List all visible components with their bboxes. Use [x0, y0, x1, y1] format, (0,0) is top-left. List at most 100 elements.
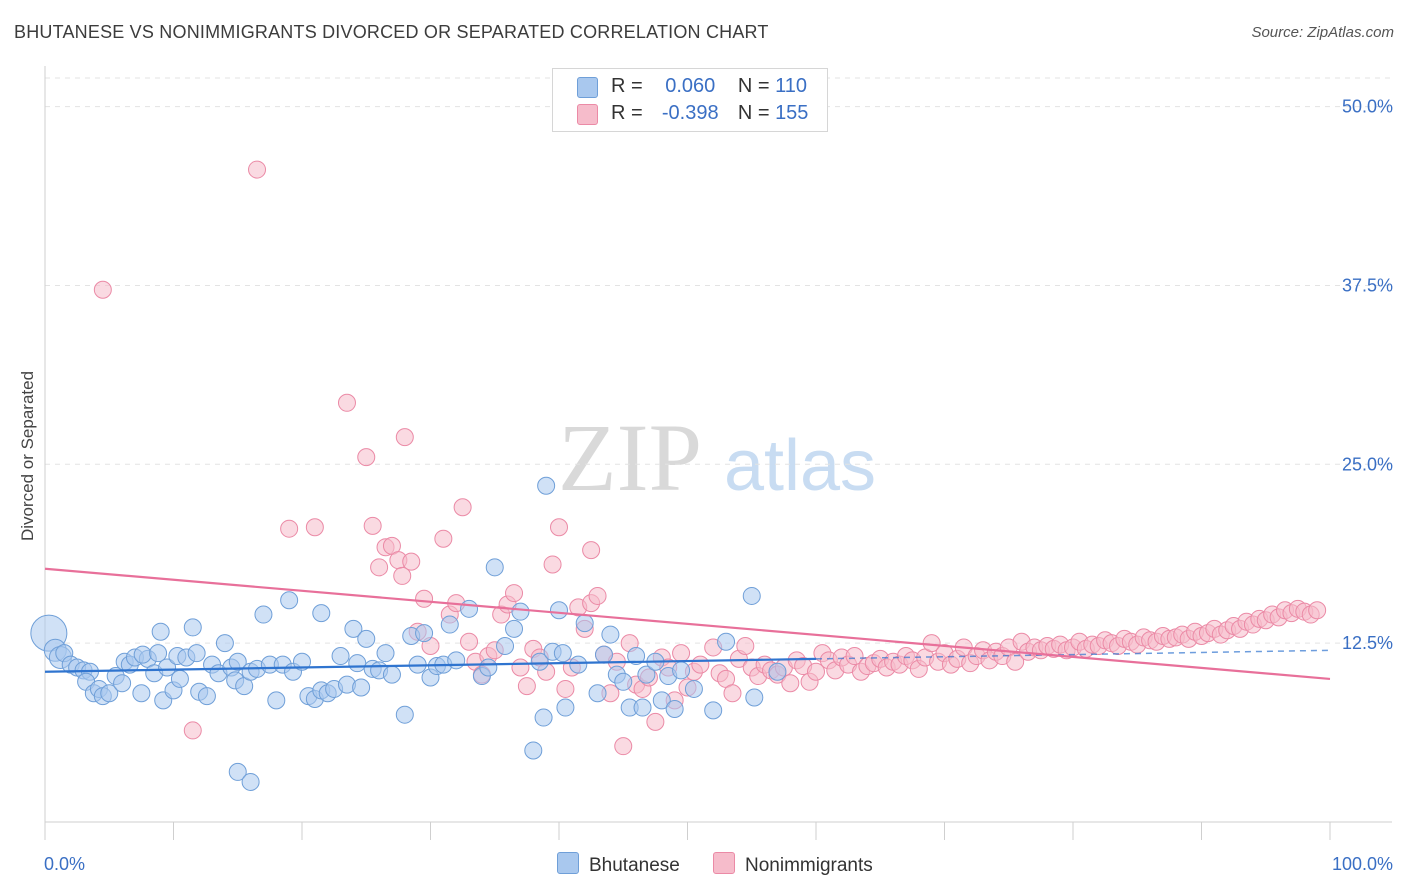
bhutanese-point — [556, 698, 575, 717]
bhutanese-point — [665, 699, 684, 718]
nonimmigrants-point — [93, 280, 112, 299]
bhutanese-point — [594, 645, 613, 664]
bhutanese-point — [149, 644, 168, 663]
bhutanese-point — [627, 647, 646, 666]
n-label: N = — [737, 102, 770, 124]
bhutanese-point — [132, 684, 151, 703]
bhutanese-point — [588, 684, 607, 703]
nonimmigrants-legend-swatch — [713, 852, 735, 874]
bhutanese-point — [479, 658, 498, 677]
bhutanese-point — [241, 772, 260, 791]
bhutanese-point — [575, 614, 594, 633]
nonimmigrants-swatch — [577, 104, 598, 125]
watermark-atlas: atlas — [724, 426, 876, 506]
chart-title: BHUTANESE VS NONIMMIGRANTS DIVORCED OR S… — [14, 22, 769, 42]
bhutanese-point — [524, 741, 543, 760]
trend-lines — [44, 567, 1331, 681]
bhutanese-point — [447, 651, 466, 670]
nonimmigrants-point — [363, 516, 382, 535]
nonimmigrants-point — [395, 428, 414, 447]
bhutanese-point — [133, 645, 152, 664]
bhutanese-point — [768, 662, 787, 681]
bhutanese-point — [352, 678, 371, 697]
bhutanese-points — [30, 476, 787, 791]
nonimmigrants-point — [370, 558, 389, 577]
bhutanese-trend-extension — [815, 649, 1331, 660]
bhutanese-point — [637, 665, 656, 684]
nonimmigrants-point — [434, 529, 453, 548]
bhutanese-point — [505, 619, 524, 638]
bhutanese-point — [534, 708, 553, 727]
nonimmigrants-point — [415, 589, 434, 608]
bhutanese-point — [601, 625, 620, 644]
bhutanese-point — [672, 661, 691, 680]
bhutanese-point — [550, 601, 568, 620]
watermark-zip: ZIP — [558, 404, 702, 511]
nonimmigrants-point — [781, 674, 800, 693]
nonimmigrants-point — [556, 679, 575, 698]
bhutanese-point — [215, 634, 234, 653]
nonimmigrants-point — [672, 644, 691, 663]
nonimmigrants-point — [183, 721, 202, 740]
x-tick-label: 100.0% — [1332, 854, 1393, 874]
bhutanese-point — [553, 644, 572, 663]
bhutanese-point — [742, 586, 761, 605]
bhutanese-point — [344, 619, 363, 638]
nonimmigrants-point — [402, 552, 421, 571]
y-tick-label: 37.5% — [1342, 275, 1393, 295]
nonimmigrants-point — [453, 498, 472, 517]
bhutanese-swatch — [577, 77, 598, 98]
n-label: N = — [737, 75, 770, 97]
nonimmigrants-legend-label: Nonimmigrants — [745, 855, 873, 876]
bhutanese-legend-swatch — [557, 852, 579, 874]
bhutanese-point — [511, 602, 530, 621]
bhutanese-point — [267, 691, 286, 710]
bhutanese-point — [348, 654, 367, 673]
nonimmigrants-point — [393, 566, 412, 585]
nonimmigrants-point — [280, 519, 299, 538]
bhutanese-point — [745, 688, 764, 707]
nonimmigrants-point — [517, 677, 536, 696]
bhutanese-point — [460, 599, 479, 618]
tick-labels: 12.5% 25.0% 37.5% 50.0% 0.0% 100.0% — [44, 97, 1393, 874]
bhutanese-point — [312, 604, 331, 623]
axes — [44, 66, 1392, 840]
bhutanese-point — [614, 672, 633, 691]
source-credit: Source: ZipAtlas.com — [1251, 24, 1394, 41]
r-value: -0.398 — [661, 102, 719, 124]
bhutanese-point — [228, 762, 247, 781]
nonimmigrants-point — [582, 541, 601, 560]
bhutanese-point — [158, 658, 177, 677]
x-tick-label: 0.0% — [44, 854, 85, 874]
legend-text-bhutanese: R = 0.060 N = 110 — [611, 75, 807, 98]
nonimmigrants-point — [357, 448, 376, 467]
nonimmigrants-point — [460, 632, 479, 651]
bhutanese-point — [704, 701, 723, 720]
bhutanese-point — [254, 605, 273, 624]
nonimmigrants-point — [723, 684, 742, 703]
bhutanese-point — [331, 647, 350, 666]
bhutanese-point — [228, 652, 247, 671]
nonimmigrants-point — [588, 586, 607, 605]
n-value: 110 — [775, 75, 807, 97]
bhutanese-point — [382, 665, 401, 684]
bhutanese-point — [395, 705, 414, 724]
y-tick-label: 50.0% — [1342, 97, 1393, 117]
bhutanese-point — [717, 632, 736, 651]
nonimmigrants-point — [550, 518, 568, 537]
nonimmigrants-point — [646, 712, 665, 731]
n-value: 155 — [775, 102, 809, 124]
bhutanese-point — [170, 669, 189, 688]
bhutanese-point — [280, 591, 299, 610]
bhutanese-point — [530, 652, 549, 671]
nonimmigrants-point — [543, 555, 562, 574]
r-label: R = — [611, 102, 643, 124]
bottom-legend-bhutanese: Bhutanese — [557, 852, 680, 876]
bhutanese-point — [357, 629, 376, 648]
nonimmigrants-point — [505, 584, 524, 603]
nonimmigrants-point — [736, 637, 755, 656]
bottom-legend-nonimmigrants: Nonimmigrants — [713, 852, 873, 876]
nonimmigrants-point — [511, 658, 530, 677]
y-tick-label: 12.5% — [1342, 633, 1393, 653]
